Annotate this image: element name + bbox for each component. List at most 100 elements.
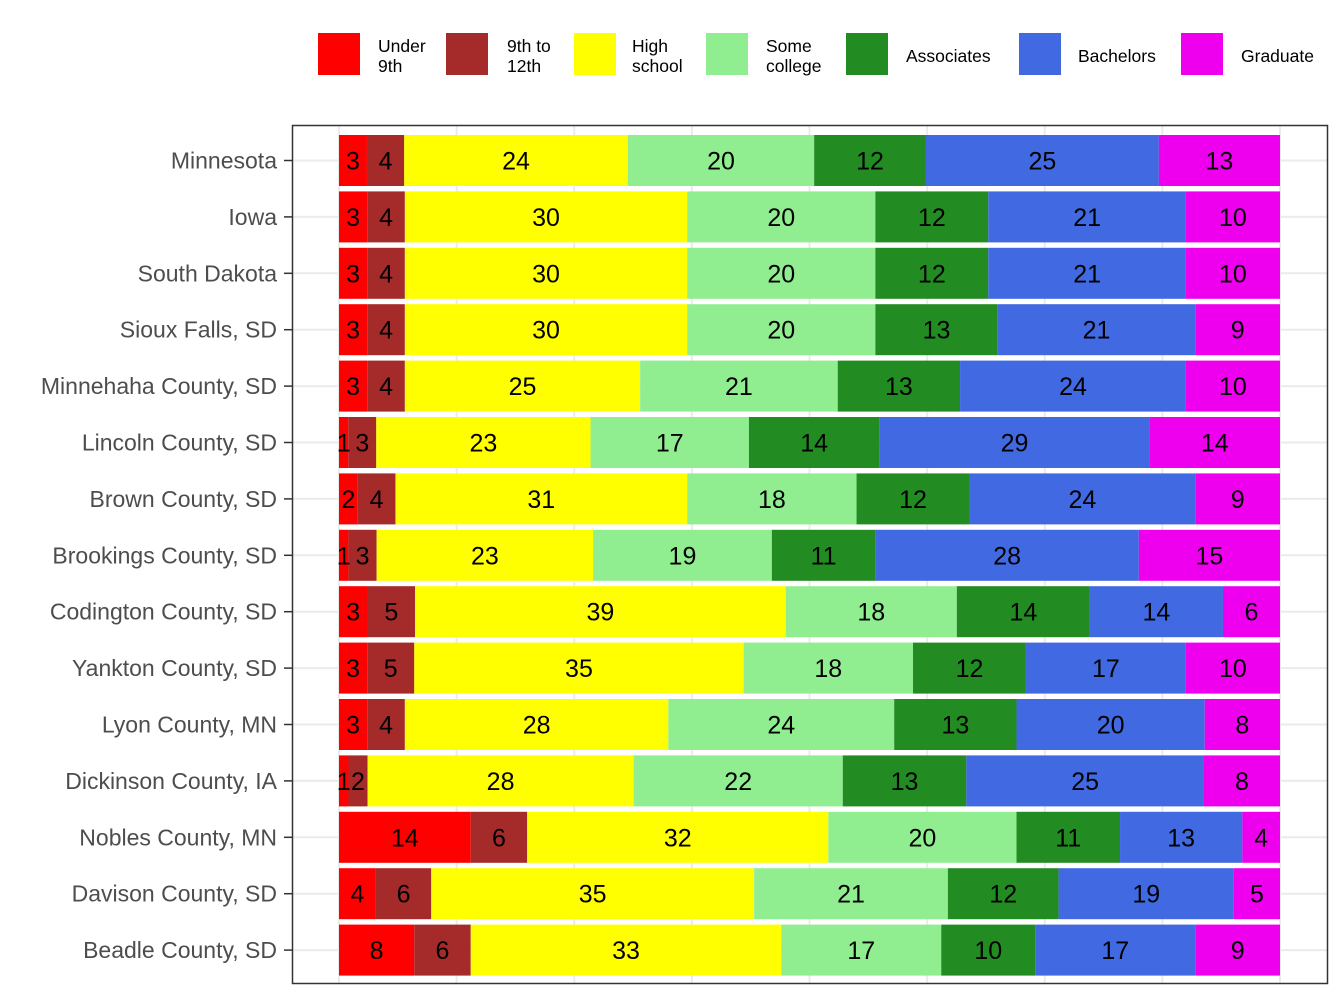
legend-key: [1181, 33, 1223, 75]
bar-segment: [875, 191, 989, 243]
bar-value-label: 11: [1055, 824, 1081, 852]
bar-value-label: 1: [337, 768, 351, 796]
bar-segment: [348, 755, 368, 807]
bar-value-label: 11: [811, 542, 837, 570]
bar-segment: [376, 529, 594, 581]
category-label: Lincoln County, SD: [82, 430, 277, 456]
bar-segment: [771, 529, 876, 581]
category-label: Brookings County, SD: [52, 542, 277, 568]
legend-key: [846, 33, 888, 75]
bar-segment: [404, 247, 688, 299]
bar-value-label: 9: [1231, 317, 1245, 345]
bar-segment: [1089, 586, 1223, 638]
bar-segment: [997, 304, 1196, 356]
bar-value-label: 12: [899, 486, 927, 514]
bar-value-label: 13: [891, 768, 919, 796]
bar-segment: [339, 868, 376, 920]
bar-segment: [339, 755, 349, 807]
bar-value-label: 18: [758, 486, 786, 514]
bar-segment: [687, 191, 876, 243]
category-label: Codington County, SD: [50, 599, 277, 625]
bar-segment: [339, 360, 368, 412]
bar-value-label: 13: [1206, 148, 1234, 176]
bar-segment: [969, 473, 1196, 525]
bar-segment: [1016, 699, 1205, 750]
legend-label: 9th to 12th: [507, 36, 551, 76]
category-label: Beadle County, SD: [83, 937, 277, 963]
bar-value-label: 5: [384, 599, 398, 627]
bar-value-label: 8: [1235, 712, 1249, 740]
bar-segment: [966, 755, 1204, 807]
bar-segment: [1016, 811, 1121, 863]
bar-segment: [856, 473, 970, 525]
bar-segment: [875, 304, 998, 356]
bar-segment: [988, 247, 1186, 299]
bar-value-label: 21: [1083, 317, 1111, 345]
legend-key: [1019, 33, 1061, 75]
bar-value-label: 3: [356, 542, 370, 570]
bar-value-label: 20: [1097, 712, 1125, 740]
bar-segment: [339, 304, 368, 356]
bar-value-label: 14: [391, 824, 419, 852]
legend-key: [706, 33, 748, 75]
bar-segment: [988, 191, 1186, 243]
bar-value-label: 12: [956, 655, 984, 683]
bar-segment: [941, 924, 1036, 976]
bar-segment: [339, 417, 349, 468]
bar-segment: [913, 642, 1026, 694]
bar-value-label: 33: [612, 937, 640, 965]
category-axis: Minnesota Iowa South Dakota Sioux Falls, SD…: [41, 148, 292, 963]
bar-value-label: 21: [1073, 260, 1101, 288]
bar-segment: [668, 699, 895, 750]
bar-value-label: 24: [1059, 373, 1087, 401]
bar-value-label: 4: [379, 260, 393, 288]
bar-segment: [404, 360, 641, 412]
bar-value-label: 3: [346, 317, 360, 345]
bar-value-label: 12: [856, 148, 884, 176]
bar-value-label: 6: [1245, 599, 1259, 627]
bar-value-label: 8: [1235, 768, 1249, 796]
bar-segment: [367, 586, 416, 638]
bar-value-label: 13: [1167, 824, 1195, 852]
bar-segment: [1195, 304, 1280, 356]
bar-segment: [339, 811, 471, 863]
bar-value-label: 20: [767, 317, 795, 345]
legend-label: Associates: [906, 46, 991, 66]
bar-value-label: 25: [1071, 768, 1099, 796]
bar-segment: [339, 191, 368, 243]
bar-value-label: 22: [724, 768, 752, 796]
bar-segment: [414, 924, 471, 976]
bar-segment: [348, 529, 377, 581]
bar-value-label: 10: [1219, 373, 1247, 401]
bar-value-label: 18: [814, 655, 842, 683]
legend-label: Bachelors: [1078, 46, 1156, 66]
bar-segment: [1185, 247, 1280, 299]
bar-value-label: 6: [397, 881, 411, 909]
bar-value-label: 10: [974, 937, 1002, 965]
category-label: Sioux Falls, SD: [120, 317, 277, 343]
bar-value-label: 13: [923, 317, 951, 345]
legend-key: [446, 33, 488, 75]
bar-segment: [1195, 924, 1280, 976]
bar-segment: [404, 135, 628, 186]
bar-value-label: 9: [1231, 937, 1245, 965]
bar-value-label: 21: [1073, 204, 1101, 232]
bar-value-label: 17: [847, 937, 875, 965]
bar-value-label: 35: [565, 655, 593, 683]
bar-value-label: 15: [1196, 542, 1224, 570]
bar-value-label: 9: [1231, 486, 1245, 514]
bar-value-label: 20: [767, 204, 795, 232]
bar-segment: [367, 191, 405, 243]
legend-key: [574, 33, 616, 75]
bar-segment: [339, 642, 368, 694]
bar-value-label: 4: [379, 317, 393, 345]
bar-value-label: 20: [707, 148, 735, 176]
bar-value-label: 8: [370, 937, 384, 965]
bar-segment: [339, 473, 358, 525]
bar-value-label: 18: [857, 599, 885, 627]
value-labels: 3 4 24 20 12 25 133 4 30 20 12 21 103 4 30 20 12 21 103 4 30…: [337, 148, 1269, 966]
bar-segment: [404, 304, 688, 356]
bar-value-label: 25: [509, 373, 537, 401]
bar-segment: [348, 417, 377, 468]
